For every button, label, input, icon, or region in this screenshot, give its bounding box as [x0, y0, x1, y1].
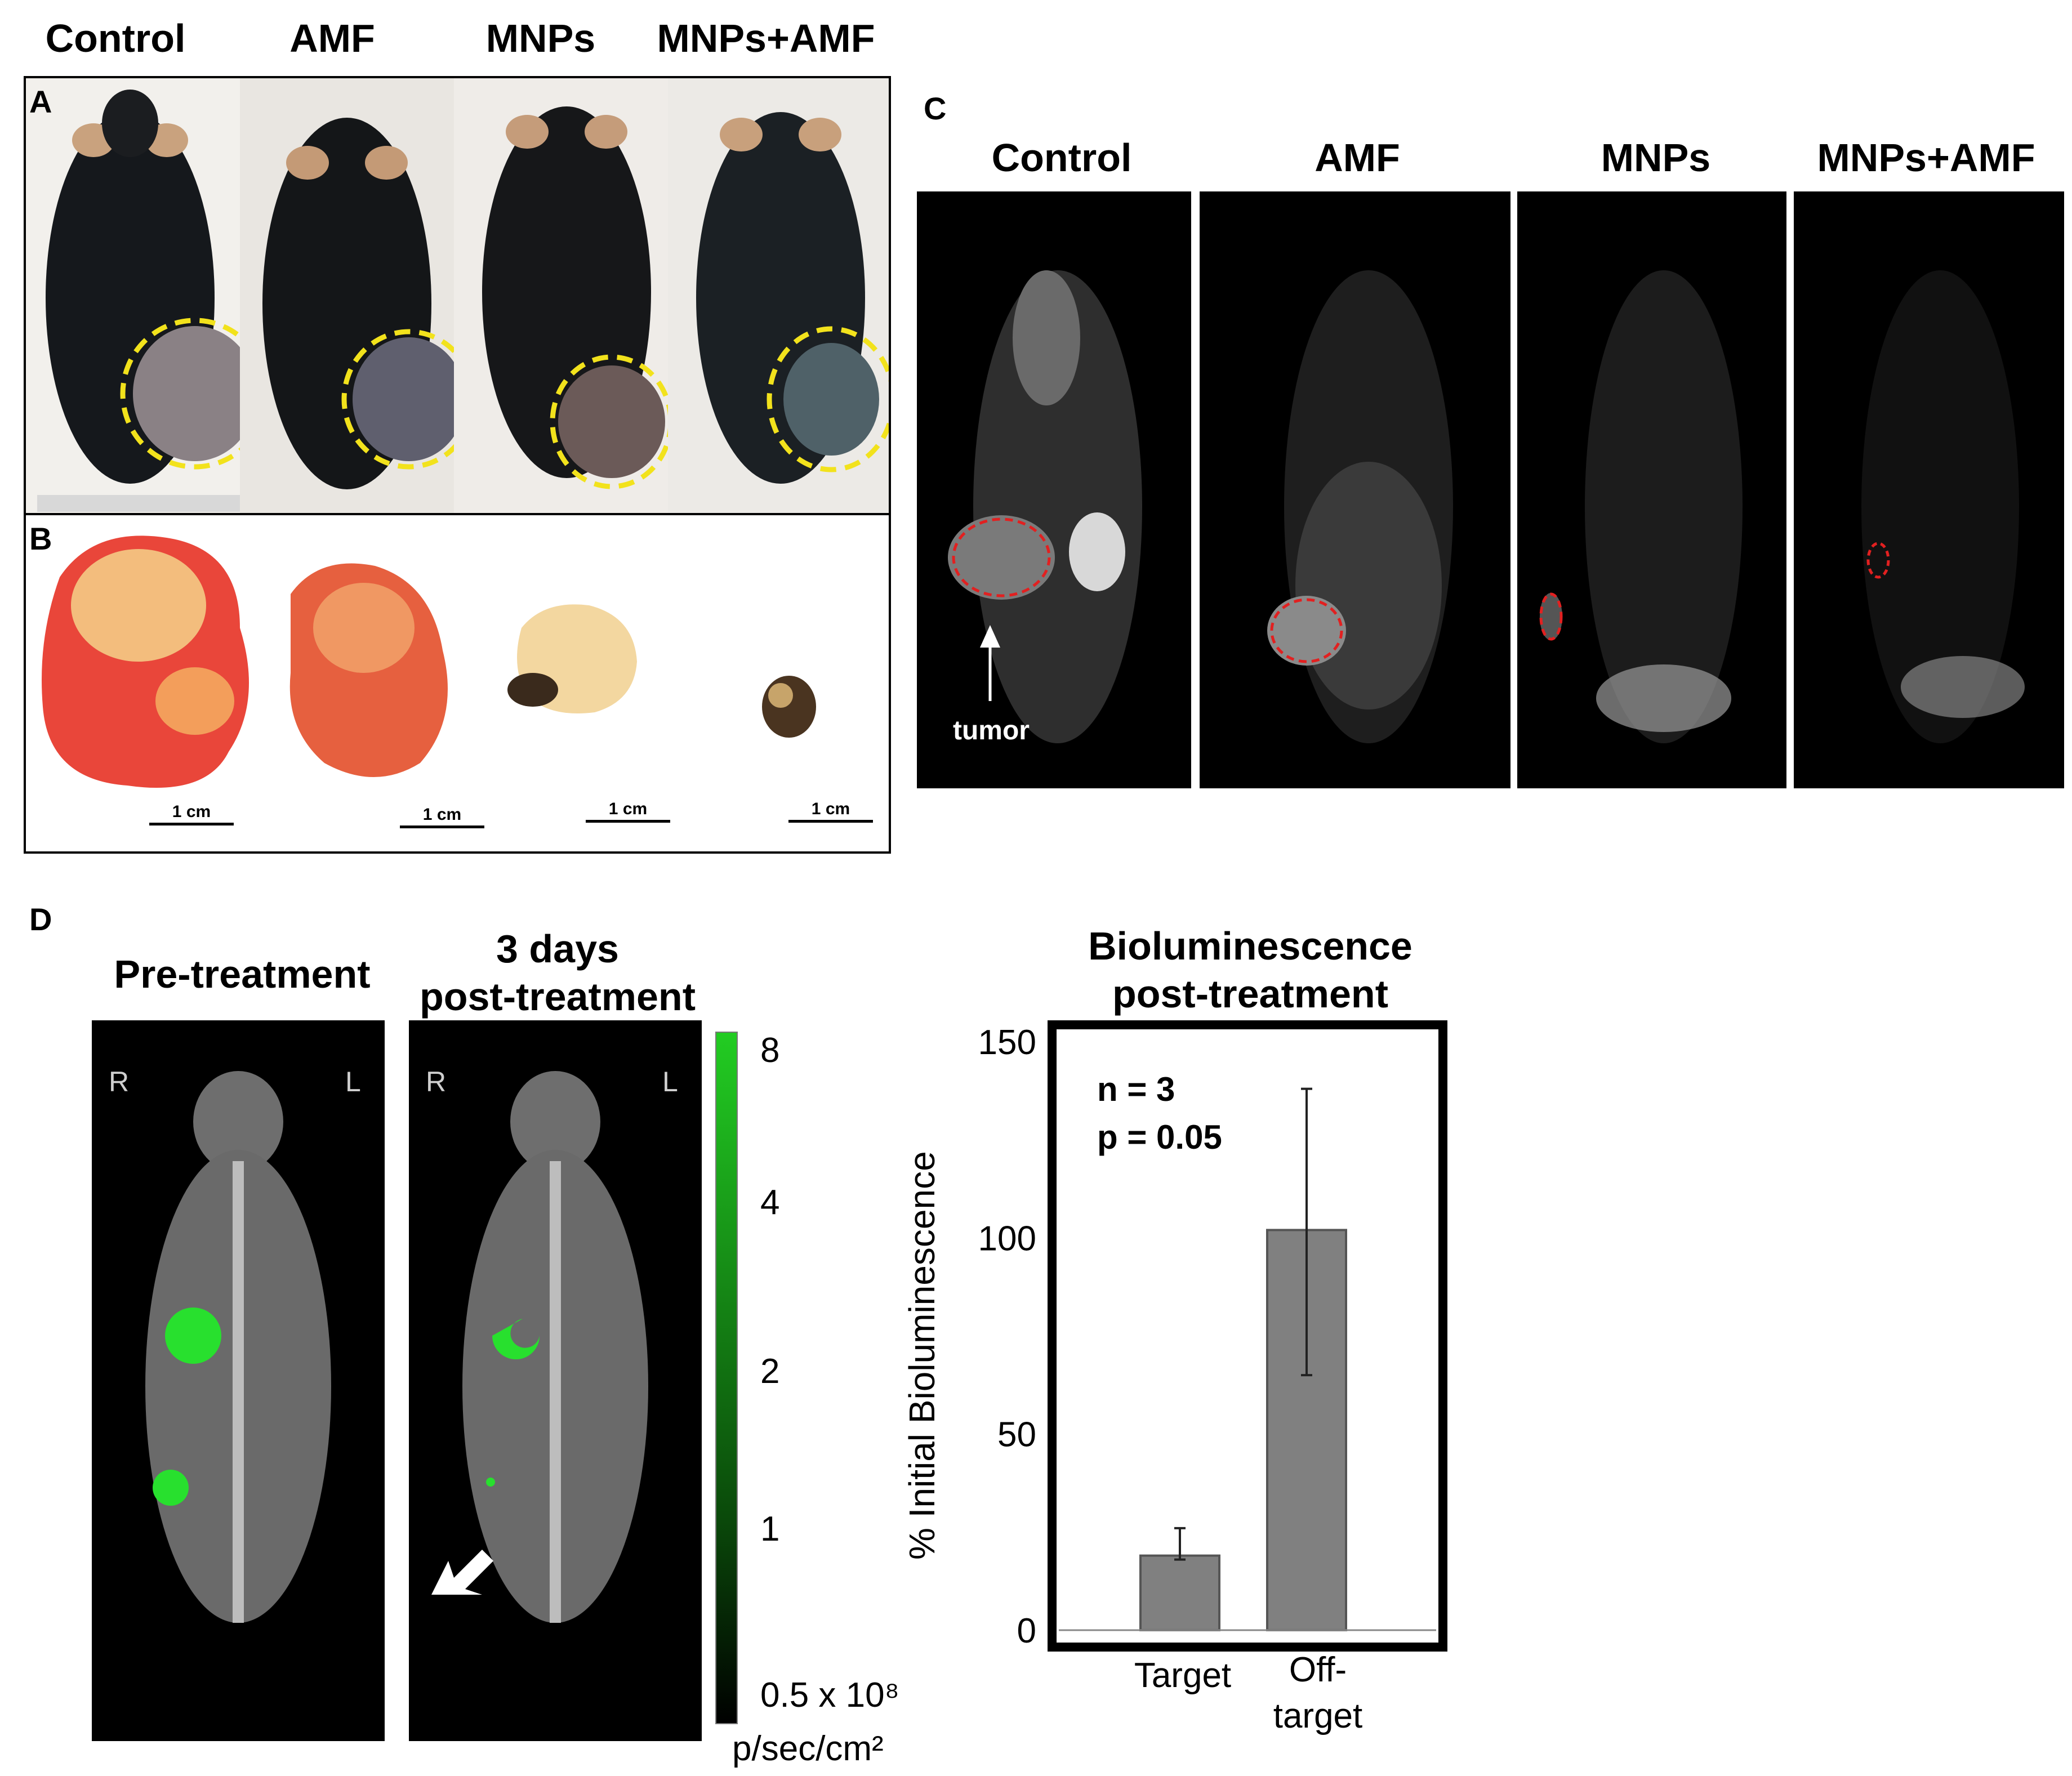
panel-a-photos [26, 78, 896, 513]
colorbar-tick: 2 [760, 1352, 780, 1391]
panel-a-header-mnps-amf: MNPs+AMF [657, 16, 875, 60]
orientation-left-label: L [662, 1066, 678, 1097]
scale-bar-label: 1 cm [608, 800, 648, 818]
mouse-photo-amf [240, 78, 476, 513]
panel-c-header-mnps-amf: MNPs+AMF [1817, 136, 2035, 180]
orientation-right-label: R [426, 1066, 447, 1097]
chart-frame [1048, 1020, 1447, 1652]
scale-bar-mnps: 1 cm [586, 800, 670, 823]
chart-y-axis-label: % Initial Bioluminescence [902, 1151, 942, 1560]
tumor-photo-control [42, 536, 249, 788]
y-tick-label: 0 [1017, 1612, 1036, 1650]
panel-c-header-mnps: MNPs [1601, 136, 1711, 180]
scale-bar-control: 1 cm [149, 802, 234, 825]
bar-chart: 0 50 100 150 [978, 1020, 1447, 1652]
x-tick-label: Target [1134, 1656, 1232, 1695]
colorbar [715, 1032, 738, 1724]
chart-title-line1: Bioluminescence [1088, 924, 1412, 968]
panel-label-c: C [924, 91, 947, 126]
error-bar-1 [1301, 1087, 1312, 1377]
chart-annotation-n: n = 3 [1097, 1070, 1175, 1108]
tumor-photo-mnps-amf [762, 676, 816, 738]
colorbar-tick: 4 [760, 1183, 780, 1222]
bli-pre-treatment: R L [92, 1020, 385, 1741]
panel-label-b: B [29, 521, 52, 556]
error-bar-0 [1174, 1527, 1186, 1561]
tumor-photo-amf [289, 563, 448, 777]
x-tick-label: target [1273, 1697, 1363, 1735]
bar-0 [1139, 1554, 1220, 1632]
colorbar-tick: 0.5 x 10⁸ [760, 1676, 899, 1715]
mouse-photo-mnps-amf [668, 78, 896, 513]
colorbar-tick: 1 [760, 1510, 780, 1549]
post-treatment-title-line1: 3 days [496, 927, 619, 971]
scale-bar-label: 1 cm [172, 802, 211, 821]
scale-bar-amf: 1 cm [400, 805, 484, 828]
scale-bar-label: 1 cm [422, 805, 462, 824]
pre-treatment-title: Pre-treatment [114, 952, 371, 996]
mri-mnps [1517, 191, 1786, 788]
mri-amf [1200, 191, 1510, 788]
y-tick-label: 100 [978, 1219, 1036, 1258]
mri-mnps-amf [1794, 191, 2064, 788]
y-tick-label: 150 [978, 1023, 1036, 1062]
x-tick-label: Off- [1289, 1650, 1347, 1689]
tumor-photo-mnps [507, 604, 637, 713]
chart-annotation-p: p = 0.05 [1097, 1118, 1222, 1156]
y-tick-label: 50 [997, 1416, 1036, 1454]
orientation-right-label: R [109, 1066, 130, 1097]
panel-label-a: A [29, 84, 52, 119]
panel-a-header-amf: AMF [289, 16, 375, 60]
scale-bar-mnps-amf: 1 cm [788, 800, 873, 823]
colorbar-unit: p/sec/cm² [732, 1729, 884, 1768]
panel-c-header-control: Control [991, 136, 1132, 180]
colorbar-tick: 8 [760, 1031, 780, 1070]
orientation-left-label: L [345, 1066, 361, 1097]
panel-a-box [24, 76, 896, 515]
panel-label-d: D [29, 902, 52, 937]
bli-post-treatment: R L [409, 1020, 702, 1741]
mouse-photo-control [37, 90, 270, 512]
panel-a-header-control: Control [45, 16, 186, 60]
panel-b-photos [26, 515, 889, 851]
post-treatment-title-line2: post-treatment [419, 975, 696, 1019]
panel-b-box [24, 513, 891, 854]
panel-c-header-amf: AMF [1315, 136, 1400, 180]
mri-control [917, 191, 1191, 788]
scale-bar-label: 1 cm [811, 800, 850, 818]
mouse-photo-mnps [454, 78, 674, 513]
chart-title-line2: post-treatment [1112, 972, 1389, 1016]
panel-a-header-mnps: MNPs [485, 16, 596, 60]
tumor-annotation: tumor [953, 716, 1030, 746]
